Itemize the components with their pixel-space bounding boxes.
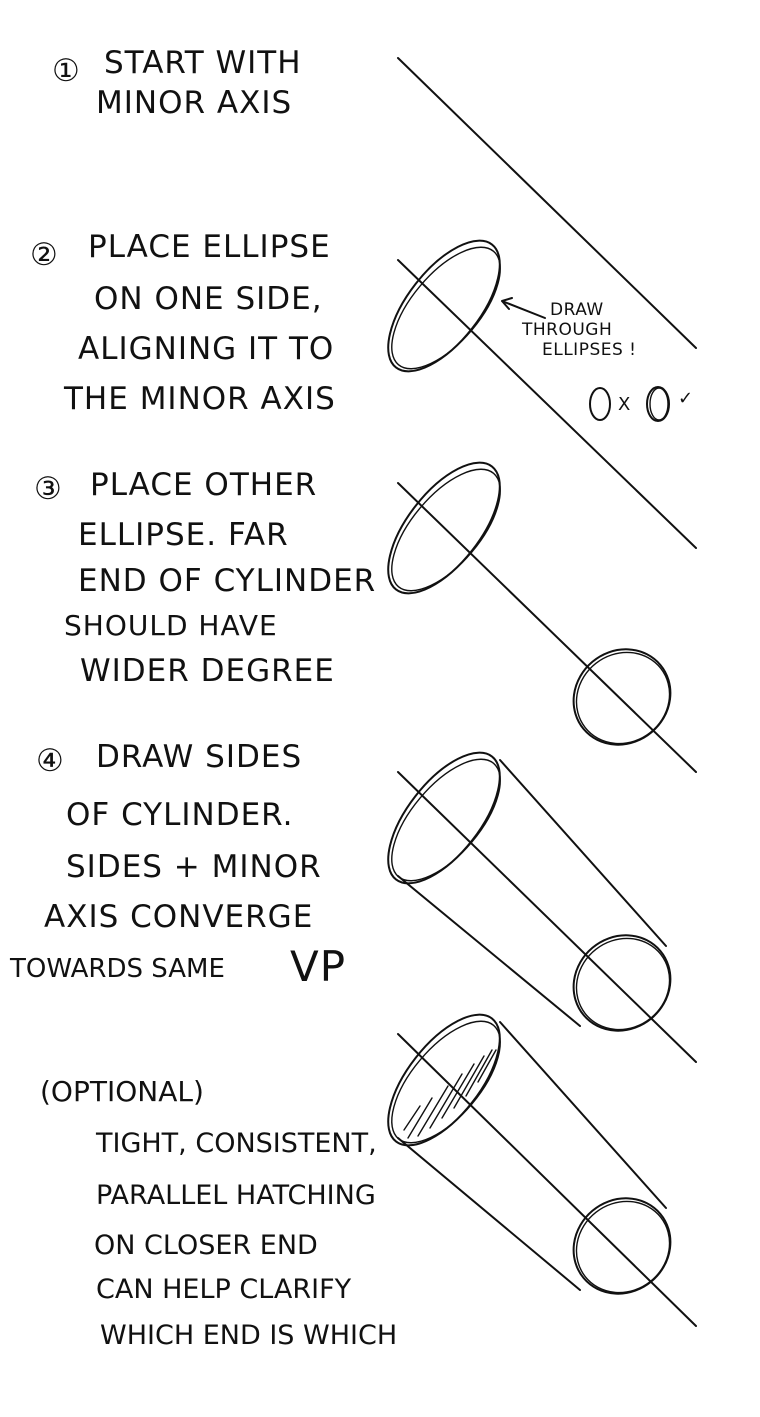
optional-label: (OPTIONAL) [40, 1075, 204, 1108]
optional-line-2: PARALLEL HATCHING [96, 1180, 376, 1211]
optional-line-3: ON CLOSER END [94, 1230, 318, 1261]
step-1-minor-axis [397, 57, 697, 349]
step-3-minor-axis [397, 482, 697, 773]
optional-bottom-side [397, 1137, 581, 1291]
step-4-line-2: OF CYLINDER. [66, 797, 294, 833]
step-2-ellipse [387, 239, 501, 373]
note-ellipse-wrong [589, 387, 611, 421]
step-4-line-4: AXIS CONVERGE [44, 899, 314, 935]
step-2-line-2: ON ONE SIDE, [94, 281, 323, 317]
step-3-line-3: END OF CYLINDER [78, 563, 377, 599]
step-1-number: ① [52, 53, 81, 89]
step-1-line-1: START WITH [104, 45, 302, 81]
step-3-line-5: WIDER DEGREE [80, 653, 335, 689]
note-right-mark: ✓ [678, 388, 695, 409]
step-4-top-side [499, 759, 667, 947]
step-4-vp: VP [290, 942, 347, 991]
note-line-1: DRAW [550, 300, 604, 320]
step-4-line-1: DRAW SIDES [96, 739, 303, 775]
step-2-minor-axis [397, 259, 697, 549]
optional-line-4: CAN HELP CLARIFY [96, 1274, 352, 1305]
optional-line-1: TIGHT, CONSISTENT, [96, 1128, 377, 1159]
step-4-number: ④ [36, 743, 65, 779]
step-4-minor-axis [397, 771, 697, 1063]
note-line-3: ELLIPSES ! [542, 340, 637, 360]
optional-top-side [499, 1021, 667, 1209]
step-3-far-ellipse [572, 648, 672, 746]
step-4-bottom-side [397, 875, 581, 1027]
step-3-near-ellipse [387, 461, 501, 595]
step-2-line-3: ALIGNING IT TO [78, 331, 335, 367]
step-1-line-2: MINOR AXIS [96, 85, 293, 121]
optional-minor-axis [397, 1033, 697, 1327]
step-4-far-ellipse [572, 934, 672, 1032]
note-line-2: THROUGH [522, 320, 613, 340]
step-2-line-1: PLACE ELLIPSE [88, 229, 331, 265]
note-ellipse-right [646, 386, 670, 422]
step-2-number: ② [30, 237, 59, 273]
step-3-line-1: PLACE OTHER [90, 467, 318, 503]
optional-hatching [403, 1049, 497, 1139]
step-3-number: ③ [34, 471, 63, 507]
step-2-line-4: THE MINOR AXIS [64, 381, 336, 417]
note-arrow [501, 297, 546, 319]
step-4-line-3: SIDES + MINOR [66, 849, 322, 885]
step-3-line-2: ELLIPSE. FAR [78, 517, 289, 553]
step-3-line-4: SHOULD HAVE [64, 609, 278, 642]
step-4-line-5: TOWARDS SAME [10, 954, 225, 984]
optional-line-5: WHICH END IS WHICH [100, 1320, 398, 1351]
optional-far-ellipse [572, 1197, 672, 1295]
note-wrong-mark: x [618, 394, 632, 415]
